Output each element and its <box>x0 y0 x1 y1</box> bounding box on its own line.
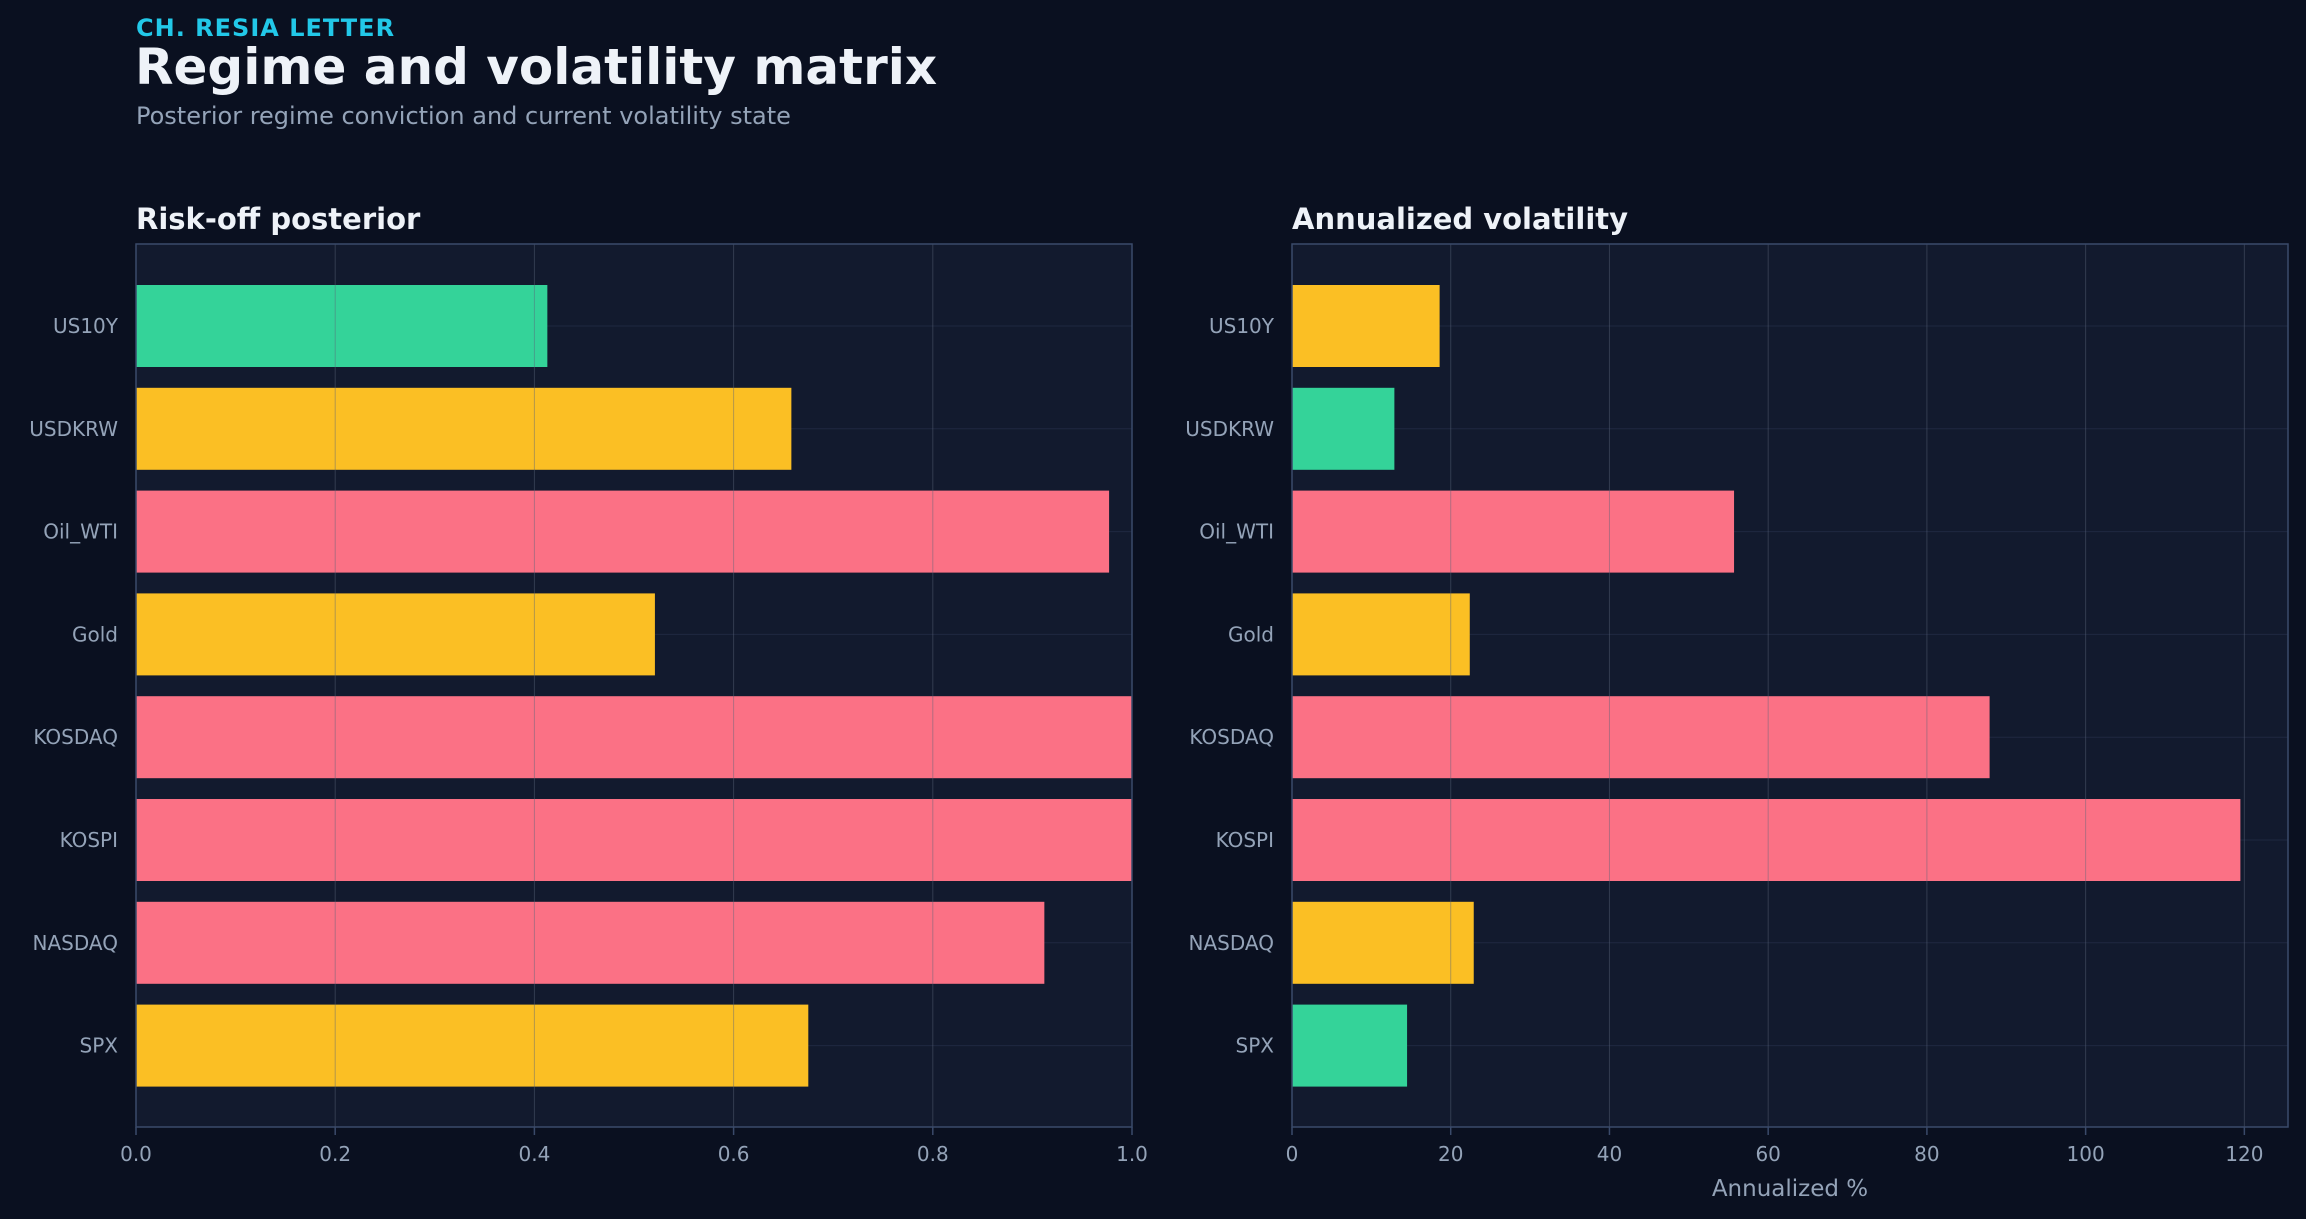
volatility-xtick-label: 100 <box>2067 1142 2105 1166</box>
volatility-bar-kospi <box>1292 799 2241 881</box>
risk-off-bar-oil-wti <box>136 490 1110 573</box>
risk-off-bar-spx <box>136 1004 809 1087</box>
risk-off-category-label: USDKRW <box>29 417 118 441</box>
risk-off-bar-gold <box>136 593 655 676</box>
volatility-category-label: KOSDAQ <box>1189 725 1274 749</box>
risk-off-category-label: Gold <box>72 622 118 646</box>
volatility-category-label: Oil_WTI <box>1199 520 1274 544</box>
risk-off-category-label: US10Y <box>53 314 119 338</box>
volatility-x-axis-label: Annualized % <box>1712 1176 1868 1202</box>
volatility-category-label: Gold <box>1228 622 1274 646</box>
volatility-bar-nasdaq <box>1292 901 1474 984</box>
risk-off-plot-area <box>136 244 1132 1127</box>
volatility-plot-area <box>1292 244 2288 1127</box>
risk-off-plot-frame <box>135 243 1133 1128</box>
risk-off-xtick-label: 1.0 <box>1116 1142 1148 1166</box>
risk-off-bar-kospi <box>136 799 1132 881</box>
volatility-bar-usdkrw <box>1292 387 1395 470</box>
volatility-xtick-label: 120 <box>2225 1142 2263 1166</box>
page-title: Regime and volatility matrix <box>135 38 938 96</box>
volatility-chart-title: Annualized volatility <box>1292 202 1628 236</box>
risk-off-xtick-label: 0.8 <box>917 1142 949 1166</box>
volatility-bar-kosdaq <box>1292 696 1990 779</box>
risk-off-xtick-label: 0.6 <box>718 1142 750 1166</box>
risk-off-category-label: SPX <box>80 1034 119 1058</box>
volatility-bar-oil-wti <box>1292 490 1735 573</box>
risk-off-xtick-label: 0.4 <box>518 1142 550 1166</box>
risk-off-chart-title: Risk-off posterior <box>136 202 421 236</box>
volatility-category-label: US10Y <box>1209 314 1275 338</box>
volatility-bar-spx <box>1292 1004 1408 1087</box>
volatility-xtick-label: 80 <box>1914 1142 1939 1166</box>
volatility-bar-gold <box>1292 593 1470 676</box>
risk-off-xtick-label: 0.2 <box>319 1142 351 1166</box>
brand-label: CH. RESIA LETTER <box>136 14 396 42</box>
volatility-plot-frame <box>1291 243 2289 1128</box>
risk-off-xtick-label: 0.0 <box>120 1142 152 1166</box>
volatility-bar-us10y <box>1292 285 1440 367</box>
volatility-xtick-label: 0 <box>1286 1142 1299 1166</box>
volatility-xtick-label: 40 <box>1597 1142 1622 1166</box>
risk-off-bar-us10y <box>136 285 548 367</box>
volatility-xtick-label: 60 <box>1755 1142 1780 1166</box>
risk-off-category-label: NASDAQ <box>33 931 118 955</box>
risk-off-bar-kosdaq <box>136 696 1132 779</box>
risk-off-category-label: Oil_WTI <box>43 520 118 544</box>
risk-off-bar-usdkrw <box>136 387 792 470</box>
risk-off-category-label: KOSPI <box>60 828 118 852</box>
volatility-category-label: KOSPI <box>1216 828 1274 852</box>
volatility-xtick-label: 20 <box>1438 1142 1463 1166</box>
volatility-category-label: NASDAQ <box>1189 931 1274 955</box>
page-subtitle: Posterior regime conviction and current … <box>136 102 791 130</box>
risk-off-category-label: KOSDAQ <box>33 725 118 749</box>
volatility-category-label: SPX <box>1236 1034 1275 1058</box>
risk-off-bar-nasdaq <box>136 901 1045 984</box>
volatility-category-label: USDKRW <box>1185 417 1274 441</box>
